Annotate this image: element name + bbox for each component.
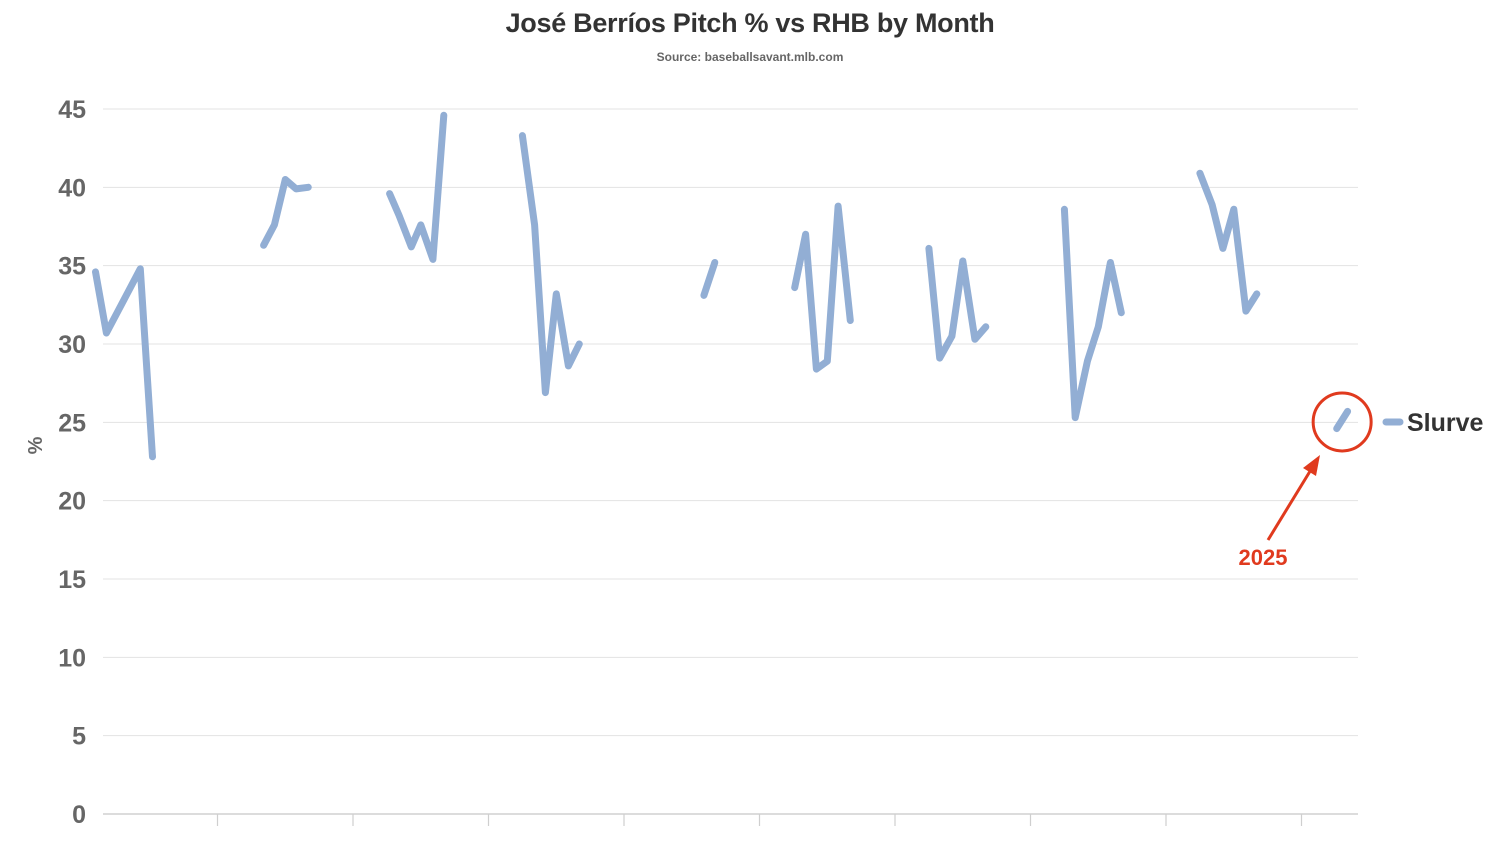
annotation-label: 2025 [1239,545,1288,570]
y-tick-label: 10 [58,644,86,672]
y-tick-label: 5 [72,723,86,751]
y-tick-label: 25 [58,409,86,437]
y-tick-label: 35 [58,253,86,281]
series-line-segment [1060,205,1125,422]
y-tick-label: 15 [58,566,86,594]
series-line-segment [92,265,156,461]
series-line-segment [1333,407,1352,433]
y-tick-label: 40 [58,174,86,202]
x-axis [216,814,1303,826]
y-tick-label: 0 [72,801,86,829]
y-tick-label: 45 [58,96,86,124]
series-lines [92,111,1352,461]
y-axis-label: % [25,436,47,454]
series-line-segment [386,111,448,263]
series-line-segment [1196,169,1261,315]
annotation-arrow-head [1303,455,1320,476]
y-axis-ticks: 0 5 10 15 20 25 30 35 40 45 [58,96,86,829]
annotation-circle [1311,391,1373,453]
y-tick-label: 20 [58,488,86,516]
series-line-segment [700,259,719,299]
series-line-segment [518,132,583,397]
legend-label[interactable]: Slurve [1407,409,1484,437]
y-tick-label: 30 [58,331,86,359]
series-line-segment [260,176,312,249]
gridlines [103,108,1358,815]
annotation-arrow-line [1266,467,1314,541]
chart-title: José Berríos Pitch % vs RHB by Month [505,8,995,38]
series-line-segment [925,244,990,362]
legend[interactable]: Slurve [1382,409,1484,437]
annotation-2025: 2025 [1239,391,1373,570]
series-line-segment [791,202,854,373]
chart-subtitle: Source: baseballsavant.mlb.com [656,50,844,64]
